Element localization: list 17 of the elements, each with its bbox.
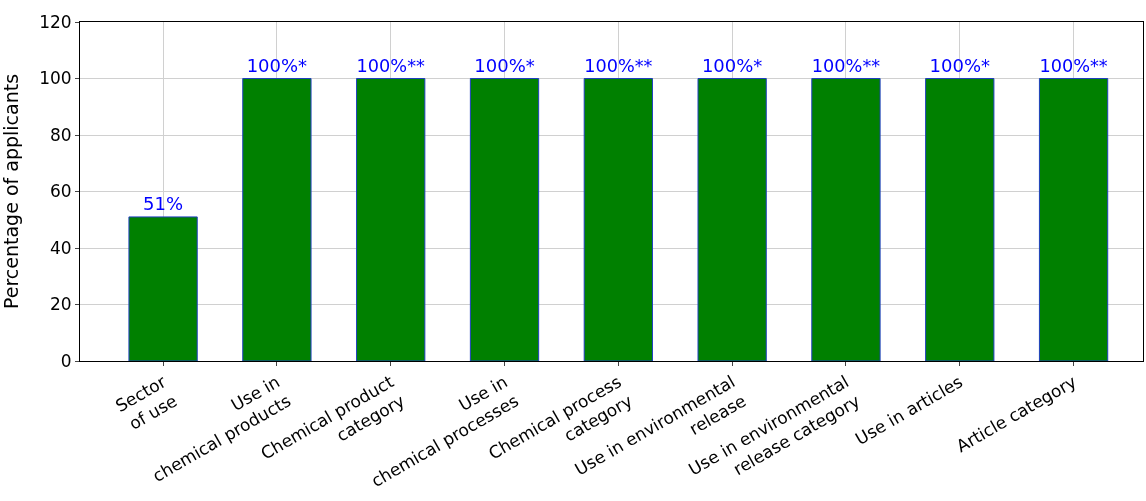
data-label: 100%** [584,55,653,76]
y-tick-label: 80 [49,124,72,145]
data-label: 100%** [356,55,425,76]
y-tick-label: 0 [60,350,72,371]
y-axis-title: Percentage of applicants [0,73,22,310]
y-tick-label: 120 [39,11,72,32]
y-tick-label: 20 [49,294,72,315]
data-label: 51% [143,192,184,214]
data-label: 100%* [246,54,308,76]
data-label: 100%* [701,54,763,76]
data-label: 100%* [929,54,990,76]
y-tick-label: 60 [49,181,72,202]
y-tick-label: 100 [39,68,72,89]
data-label: 100%** [811,55,881,76]
data-label: 100%** [1039,55,1108,76]
y-tick-label: 40 [49,237,72,258]
data-label: 100%* [474,54,535,76]
